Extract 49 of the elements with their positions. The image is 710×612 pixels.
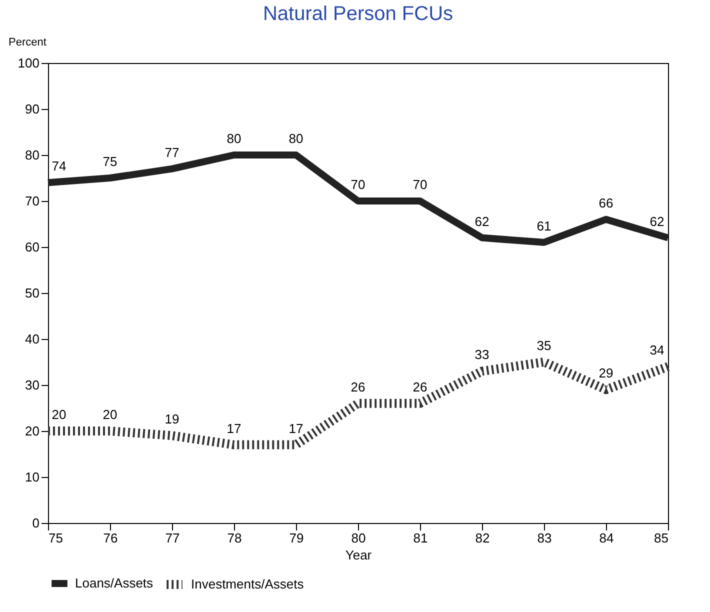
x-tick-label: 78 (227, 530, 242, 546)
data-label: 70 (412, 177, 428, 192)
x-tick-label: 81 (413, 530, 428, 546)
data-label: 80 (226, 131, 242, 146)
data-label: 77 (164, 144, 180, 160)
y-tick-label: 70 (25, 194, 40, 208)
data-label: 33 (474, 347, 490, 362)
data-label: 61 (536, 218, 552, 234)
data-label: 80 (288, 131, 304, 146)
data-label: 62 (650, 214, 664, 229)
y-tick-label: 40 (25, 332, 40, 346)
x-tick-label: 76 (103, 530, 118, 546)
x-tick-label: 83 (537, 530, 552, 546)
data-label: 75 (102, 154, 118, 169)
data-label: 66 (598, 195, 614, 210)
y-tick-label: 50 (25, 286, 40, 300)
y-tick-label: 90 (25, 102, 40, 116)
x-tick-label: 84 (599, 530, 614, 546)
x-tick-label: 75 (48, 530, 63, 546)
data-label: 26 (350, 379, 366, 394)
legend-label: Investments/Assets (191, 576, 304, 592)
y-axis-title: Percent (8, 36, 46, 48)
x-tick-label: 77 (165, 530, 180, 546)
data-label: 19 (164, 412, 180, 427)
x-tick-label: 79 (289, 530, 304, 546)
x-tick-label: 82 (475, 530, 490, 546)
y-tick-label: 20 (25, 424, 40, 438)
legend-label: Loans/Assets (75, 576, 154, 590)
y-tick-label: 60 (25, 240, 40, 254)
data-label: 20 (52, 407, 66, 422)
data-label: 20 (102, 407, 118, 422)
data-label: 26 (412, 379, 428, 394)
data-label: 35 (536, 338, 552, 353)
y-tick-label: 100 (18, 56, 40, 70)
data-label: 62 (474, 214, 490, 229)
data-label: 34 (650, 342, 664, 358)
data-label: 29 (598, 366, 614, 381)
x-tick-label: 85 (654, 530, 668, 546)
x-tick-label: 80 (351, 530, 366, 546)
y-tick-label: 30 (25, 378, 40, 392)
y-tick-label: 10 (25, 470, 40, 484)
data-label: 70 (350, 177, 366, 192)
y-tick-label: 80 (25, 148, 40, 162)
data-label: 74 (52, 158, 66, 174)
y-tick-label: 0 (32, 516, 40, 530)
data-label: 17 (226, 420, 242, 436)
chart-title: Natural Person FCUs (262, 3, 454, 25)
x-axis-title: Year (345, 548, 372, 562)
data-label: 17 (288, 420, 304, 436)
